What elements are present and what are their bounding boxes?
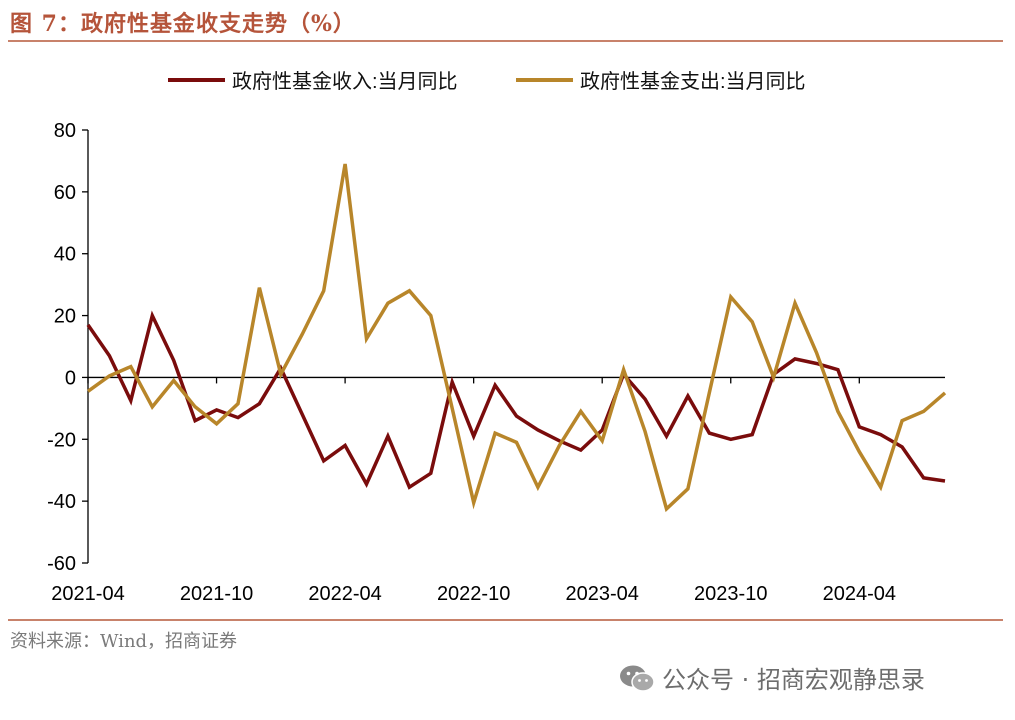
watermark: 公众号 · 招商宏观静思录 <box>618 660 925 695</box>
series-income-line <box>86 310 946 490</box>
wechat-icon <box>620 665 655 692</box>
y-tick-label: 80 <box>54 120 76 142</box>
x-tick-label: 2022-04 <box>308 583 381 605</box>
y-tick-label: 0 <box>65 367 76 389</box>
watermark-text: 公众号 · 招商宏观静思录 <box>662 666 925 694</box>
x-tick-label: 2023-10 <box>694 583 767 605</box>
x-tick-label: 2021-10 <box>180 583 253 605</box>
title-divider <box>8 40 1003 42</box>
plot-area <box>86 163 947 513</box>
y-tick-label: -40 <box>47 491 76 513</box>
y-tick-label: -20 <box>47 429 76 451</box>
y-tick-label: 60 <box>54 182 76 204</box>
x-tick-label: 2023-04 <box>565 583 638 605</box>
x-tick-label: 2024-04 <box>823 583 896 605</box>
legend-label-expense: 政府性基金支出:当月同比 <box>580 70 806 93</box>
y-tick-label: -60 <box>47 553 76 575</box>
x-tick-label: 2021-04 <box>51 583 124 605</box>
source-note: 资料来源：Wind，招商证券 <box>10 631 238 652</box>
legend: 政府性基金收入:当月同比 政府性基金支出:当月同比 <box>168 70 806 93</box>
chart: 政府性基金收入:当月同比 政府性基金支出:当月同比 -60 -40 -20 0 20 40… <box>47 70 947 605</box>
legend-label-income: 政府性基金收入:当月同比 <box>232 70 458 93</box>
axes: -60 -40 -20 0 20 40 60 80 2021-04 2021-10 2022-04 2… <box>47 120 945 605</box>
footer-divider <box>8 619 1003 621</box>
y-tick-label: 40 <box>54 244 76 266</box>
series-expense-line <box>86 163 947 513</box>
figure-title: 图 7：政府性基金收支走势（%） <box>10 11 356 37</box>
x-tick-label: 2022-10 <box>437 583 510 605</box>
y-tick-label: 20 <box>54 306 76 328</box>
